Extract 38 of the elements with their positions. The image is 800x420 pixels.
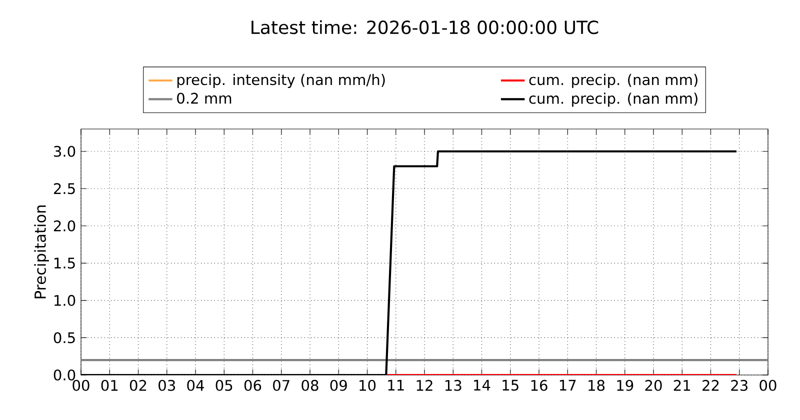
x-tick-label: 16	[531, 380, 548, 391]
x-tick-label: 05	[216, 380, 232, 391]
legend-label: cum. precip. (nan mm)	[529, 74, 698, 88]
x-tick-label: 22	[702, 380, 719, 391]
y-tick-label: 1.0	[54, 294, 76, 306]
x-tick-label: 20	[645, 380, 662, 391]
x-tick-label: 21	[674, 380, 690, 391]
y-tick-label: 0.0	[54, 369, 76, 380]
x-tick-label: 07	[273, 380, 290, 391]
x-tick-label: 15	[502, 380, 518, 391]
y-tick-label: 2.5	[54, 183, 75, 194]
x-tick-label: 19	[617, 380, 634, 391]
x-tick-label: 10	[360, 380, 376, 391]
x-tick-label: 13	[445, 380, 462, 391]
x-tick-label: 14	[474, 380, 490, 391]
legend-label: cum. precip. (nan mm)	[529, 92, 698, 107]
y-tick-label: 3.0	[54, 146, 76, 157]
x-tick-label: 23	[731, 380, 748, 391]
x-tick-label: 00	[760, 380, 776, 391]
x-tick-label: 08	[302, 380, 318, 391]
x-tick-label: 09	[330, 380, 347, 391]
x-tick-label: 01	[101, 380, 118, 391]
x-tick-label: 18	[588, 380, 605, 391]
y-tick-label: 2.0	[54, 220, 76, 232]
y-tick-label: 0.5	[54, 332, 75, 344]
x-tick-label: 04	[187, 380, 204, 391]
x-tick-label: 02	[130, 380, 146, 391]
legend-label: precip. intensity (nan mm/h)	[177, 74, 385, 88]
x-tick-label: 17	[560, 380, 576, 391]
y-tick-label: 1.5	[54, 258, 75, 269]
x-tick-label: 03	[158, 380, 175, 391]
x-tick-label: 12	[416, 380, 432, 391]
chart-title: Latest time: 2026-01-18 00:00:00 UTC	[252, 20, 598, 34]
x-tick-label: 00	[72, 380, 90, 391]
x-tick-label: 11	[388, 380, 404, 391]
y-axis-title: Precipitation	[34, 206, 49, 298]
legend-label: 0.2 mm	[177, 92, 232, 104]
x-tick-label: 06	[244, 380, 262, 391]
